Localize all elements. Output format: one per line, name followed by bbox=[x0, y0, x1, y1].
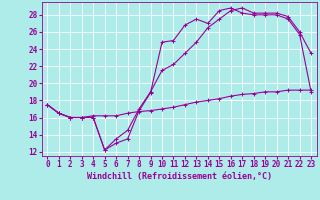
X-axis label: Windchill (Refroidissement éolien,°C): Windchill (Refroidissement éolien,°C) bbox=[87, 172, 272, 181]
